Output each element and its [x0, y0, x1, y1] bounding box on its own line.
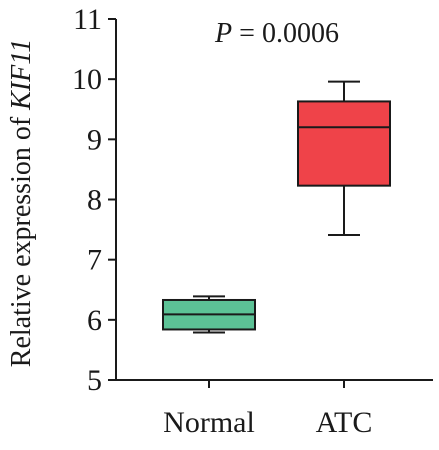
- y-tick-label: 8: [87, 184, 102, 217]
- y-axis-title-gene: KIF11: [6, 39, 37, 111]
- y-tick-label: 10: [72, 63, 102, 96]
- p-value-annotation: P = 0.0006: [214, 18, 339, 49]
- y-tick-label: 11: [73, 3, 102, 36]
- y-tick-label: 7: [87, 244, 102, 277]
- y-tick-label: 9: [87, 123, 102, 156]
- box-group-normal: [162, 295, 256, 334]
- y-tick-label: 5: [87, 364, 102, 397]
- y-axis-title-prefix: Relative expression of: [6, 110, 37, 367]
- box-layer: [162, 80, 391, 334]
- y-tick-label: 6: [87, 304, 102, 337]
- y-axis-title: Relative expression of KIF11: [6, 39, 37, 367]
- axis-layer: 5 6 7 8 9 10 11 Normal ATC: [72, 3, 433, 439]
- iqr-box: [297, 100, 391, 187]
- p-value-text: = 0.0006: [232, 18, 339, 49]
- p-value-symbol: P: [214, 18, 232, 49]
- box-group-atc: [297, 80, 391, 236]
- x-category-label: Normal: [163, 406, 255, 439]
- x-category-label: ATC: [316, 406, 373, 439]
